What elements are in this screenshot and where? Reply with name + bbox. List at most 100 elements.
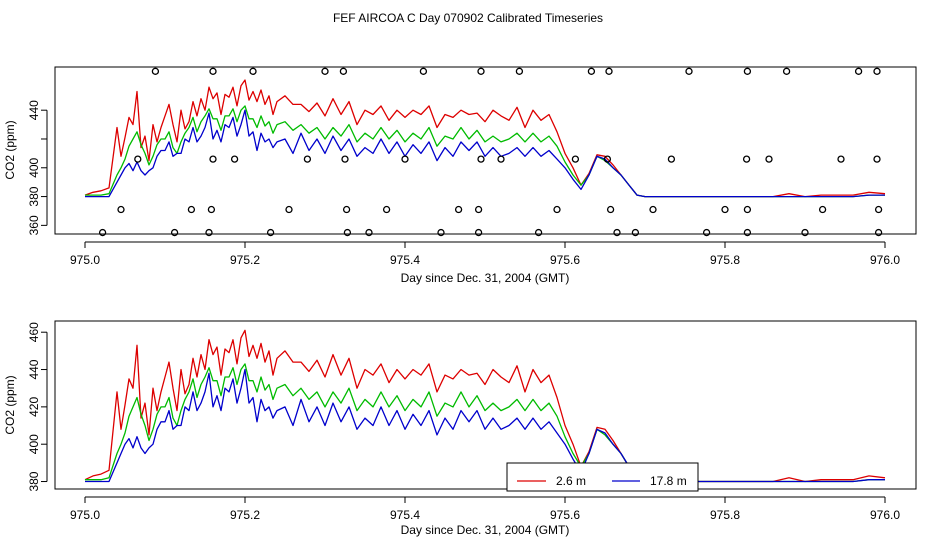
bottom-series-green xyxy=(85,363,885,483)
bottom-y-axis: 380 400 420 440 460 xyxy=(27,322,48,492)
top-marker xyxy=(605,67,613,75)
top-x-axis-label: Day since Dec. 31, 2004 (GMT) xyxy=(401,271,570,285)
bottom-x-axis: 975.0 975.2 975.4 975.6 975.8 976.0 xyxy=(70,496,900,522)
top-marker xyxy=(419,67,428,75)
top-marker xyxy=(606,205,615,214)
top-marker xyxy=(721,205,729,214)
bottom-x-axis-label: Day since Dec. 31, 2004 (GMT) xyxy=(401,523,570,537)
bottom-x-tick-label: 976.0 xyxy=(870,508,900,522)
top-panel: 975.0 975.2 975.4 975.6 975.8 976.0 360 380 400… xyxy=(3,66,917,285)
legend-label-blue: 17.8 m xyxy=(650,474,687,488)
top-marker xyxy=(587,67,596,75)
top-marker xyxy=(553,205,561,214)
top-marker xyxy=(303,155,312,163)
top-y-axis: 360 380 400 440 xyxy=(27,100,48,235)
top-marker xyxy=(365,228,373,237)
top-marker xyxy=(205,228,213,237)
top-marker xyxy=(702,228,711,237)
top-y-axis-label: CO2 (ppm) xyxy=(3,120,17,179)
top-marker xyxy=(134,155,142,163)
top-x-tick-label: 975.4 xyxy=(390,253,420,267)
top-marker xyxy=(631,228,640,237)
top-series-green xyxy=(85,105,885,198)
top-marker xyxy=(382,205,391,214)
bottom-x-tick-label: 975.4 xyxy=(390,508,420,522)
top-series-blue xyxy=(85,109,885,198)
top-marker xyxy=(230,155,239,163)
top-marker xyxy=(474,205,483,214)
top-marker xyxy=(613,228,621,237)
bottom-x-tick-label: 975.0 xyxy=(70,508,100,522)
bottom-x-tick-label: 975.2 xyxy=(230,508,260,522)
legend-label-red: 2.6 m xyxy=(556,474,586,488)
bottom-panel: 975.0 975.2 975.4 975.6 975.8 976.0 380 400 420… xyxy=(3,320,917,537)
top-marker xyxy=(474,228,483,237)
top-marker xyxy=(742,155,751,163)
bottom-y-tick-label: 440 xyxy=(27,359,41,379)
bottom-y-tick-label: 460 xyxy=(27,322,41,342)
top-marker xyxy=(117,205,125,214)
top-marker xyxy=(497,155,505,163)
top-x-tick-label: 975.8 xyxy=(710,253,740,267)
top-y-tick-label: 400 xyxy=(27,157,41,177)
top-series-group xyxy=(84,79,886,198)
top-marker xyxy=(571,155,580,163)
top-marker xyxy=(249,67,257,75)
bottom-y-tick-label: 400 xyxy=(27,434,41,454)
top-marker xyxy=(667,155,676,163)
bottom-y-tick-label: 380 xyxy=(27,471,41,491)
top-marker xyxy=(743,228,752,237)
top-marker xyxy=(209,155,217,163)
bottom-y-tick-label: 420 xyxy=(27,397,41,417)
bottom-series-blue xyxy=(85,368,885,483)
figure-title: FEF AIRCOA C Day 070902 Calibrated Times… xyxy=(333,11,603,25)
top-y-tick-label: 380 xyxy=(27,186,41,206)
top-marker xyxy=(321,67,329,75)
top-marker xyxy=(818,205,827,214)
top-marker xyxy=(342,205,351,214)
top-plot-frame xyxy=(54,66,917,235)
top-x-tick-label: 975.6 xyxy=(550,253,580,267)
top-marker xyxy=(339,67,348,75)
top-marker xyxy=(534,228,543,237)
top-marker xyxy=(649,205,657,214)
top-marker xyxy=(187,205,196,214)
top-marker xyxy=(874,205,883,214)
top-marker xyxy=(765,155,773,163)
bottom-x-tick-label: 975.8 xyxy=(710,508,740,522)
top-marker xyxy=(477,155,485,163)
top-marker xyxy=(207,205,216,214)
top-marker xyxy=(343,228,352,237)
top-marker xyxy=(170,228,179,237)
top-x-axis: 975.0 975.2 975.4 975.6 975.8 976.0 xyxy=(70,241,900,267)
top-y-tick-label: 440 xyxy=(27,100,41,120)
top-marker xyxy=(685,67,693,75)
top-marker xyxy=(874,228,883,237)
top-x-tick-label: 975.2 xyxy=(230,253,260,267)
top-marker xyxy=(743,205,752,214)
legend-box xyxy=(506,462,699,492)
top-marker xyxy=(782,67,791,75)
top-marker xyxy=(873,67,881,75)
top-marker xyxy=(873,155,881,163)
top-marker xyxy=(854,67,863,75)
top-marker xyxy=(437,228,445,237)
top-x-tick-label: 976.0 xyxy=(870,253,900,267)
bottom-series-group xyxy=(84,329,886,483)
top-marker xyxy=(477,67,485,75)
bottom-plot-frame xyxy=(54,320,917,490)
top-markers-group xyxy=(98,67,883,237)
top-marker xyxy=(209,67,217,75)
bottom-y-axis-label: CO2 (ppm) xyxy=(3,375,17,434)
top-marker xyxy=(837,155,845,163)
bottom-x-tick-label: 975.6 xyxy=(550,508,580,522)
top-marker xyxy=(801,228,809,237)
top-series-red xyxy=(84,79,886,198)
top-marker xyxy=(515,67,524,75)
top-marker xyxy=(98,228,107,237)
top-marker xyxy=(341,155,349,163)
top-marker xyxy=(454,205,463,214)
legend: 2.6 m 17.8 m xyxy=(506,462,699,492)
top-y-tick-label: 360 xyxy=(27,215,41,235)
